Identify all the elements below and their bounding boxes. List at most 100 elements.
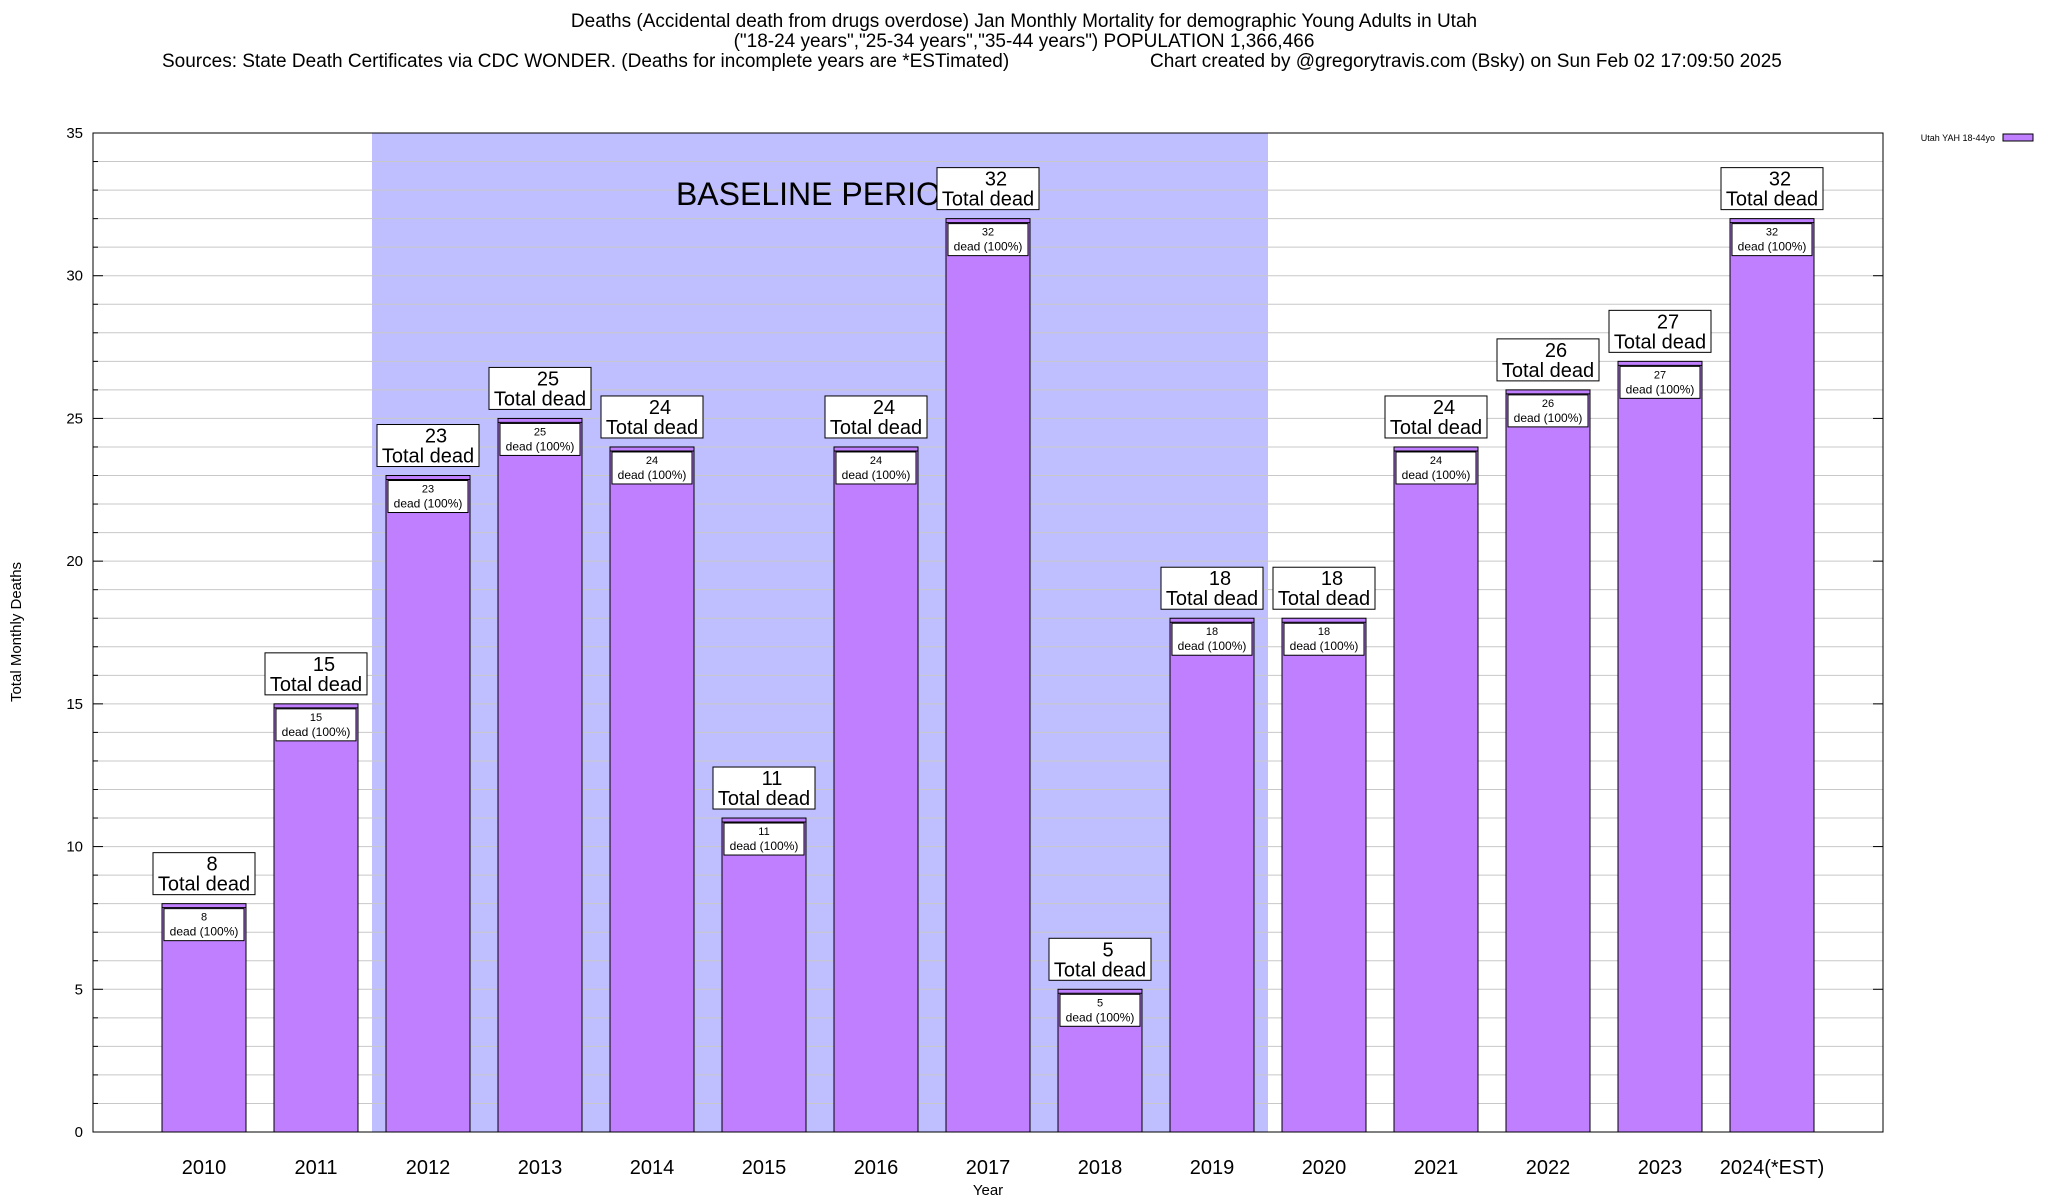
y-axis-label: Total Monthly Deaths	[8, 562, 25, 702]
inner-label-box	[1171, 622, 1253, 656]
y-tick-label: 15	[66, 696, 83, 713]
y-tick-label: 35	[66, 125, 83, 142]
bar-2013	[497, 417, 583, 1133]
top-label-text: Total dead	[830, 417, 922, 439]
bar-2012	[385, 475, 471, 1133]
top-label-value: 32	[1769, 169, 1791, 191]
x-tick-label: 2010	[182, 1157, 227, 1179]
x-tick-label: 2018	[1078, 1157, 1123, 1179]
top-label-box	[824, 395, 928, 439]
y-tick-label: 30	[66, 268, 83, 285]
top-label-text: Total dead	[942, 189, 1034, 211]
top-label-box	[376, 424, 480, 468]
top-label-box	[1272, 566, 1376, 610]
inner-label-text: dead (100%)	[842, 468, 911, 482]
x-tick-label: 2015	[742, 1157, 787, 1179]
inner-label-box	[1619, 365, 1701, 399]
inner-label-value: 18	[1318, 626, 1330, 638]
top-label-text: Total dead	[382, 446, 474, 468]
inner-label-value: 18	[1206, 626, 1218, 638]
inner-label-value: 8	[201, 912, 207, 924]
x-tick-label: 2012	[406, 1157, 451, 1179]
top-label-value: 18	[1321, 568, 1343, 590]
top-label-text: Total dead	[1054, 959, 1146, 981]
x-tick-label: 2022	[1526, 1157, 1571, 1179]
inner-label-text: dead (100%)	[730, 839, 799, 853]
inner-label-text: dead (100%)	[1066, 1010, 1135, 1024]
inner-label-text: dead (100%)	[954, 240, 1023, 254]
top-label-text: Total dead	[1614, 331, 1706, 353]
top-label-text: Total dead	[1502, 360, 1594, 382]
x-axis-label: Year	[973, 1182, 1003, 1199]
top-label-box	[1608, 309, 1712, 353]
chart-credit: Chart created by @gregorytravis.com (Bsk…	[1150, 51, 1782, 72]
inner-label-box	[1507, 394, 1589, 428]
y-tick-label: 0	[75, 1124, 83, 1141]
inner-label-value: 15	[310, 712, 322, 724]
bar-2023	[1617, 360, 1703, 1133]
x-tick-label: 2013	[518, 1157, 563, 1179]
top-label-text: Total dead	[1390, 417, 1482, 439]
top-label-box	[152, 852, 256, 896]
inner-label-box	[1731, 223, 1813, 257]
inner-label-value: 32	[1766, 227, 1778, 239]
y-tick-label: 25	[66, 410, 83, 427]
top-label-value: 24	[873, 397, 895, 419]
bar-2024(*EST)	[1729, 218, 1815, 1133]
top-label-box	[600, 395, 704, 439]
inner-label-text: dead (100%)	[282, 725, 351, 739]
bar-2014	[609, 446, 695, 1133]
inner-label-box	[1283, 622, 1365, 656]
top-label-text: Total dead	[718, 788, 810, 810]
bar-2016	[833, 446, 919, 1133]
x-tick-label: 2016	[854, 1157, 899, 1179]
top-label-text: Total dead	[1166, 588, 1258, 610]
y-tick-label: 5	[75, 981, 83, 998]
top-label-value: 15	[313, 654, 335, 676]
plot-border	[92, 132, 1884, 1133]
inner-label-box	[835, 451, 917, 485]
x-tick-label: 2021	[1414, 1157, 1459, 1179]
legend-label: Utah YAH 18-44yo	[1921, 133, 1995, 143]
top-label-box	[1496, 338, 1600, 382]
top-label-box	[1160, 566, 1264, 610]
top-label-value: 8	[206, 854, 217, 876]
inner-label-value: 24	[646, 455, 658, 467]
top-label-value: 11	[762, 768, 783, 790]
inner-label-box	[1059, 993, 1141, 1027]
inner-label-text: dead (100%)	[1178, 639, 1247, 653]
x-tick-label: 2020	[1302, 1157, 1347, 1179]
inner-label-box	[387, 480, 469, 514]
top-label-box	[1720, 167, 1824, 211]
inner-label-text: dead (100%)	[1626, 382, 1695, 396]
top-label-value: 27	[1657, 311, 1679, 333]
inner-label-box	[499, 422, 581, 456]
top-label-box	[712, 766, 816, 810]
inner-label-value: 26	[1542, 398, 1554, 410]
inner-label-box	[163, 908, 245, 942]
inner-label-value: 11	[758, 826, 769, 838]
top-label-box	[1048, 937, 1152, 981]
inner-label-text: dead (100%)	[618, 468, 687, 482]
inner-label-text: dead (100%)	[1402, 468, 1471, 482]
title-line-2: ("18-24 years","25-34 years","35-44 year…	[733, 31, 1315, 52]
x-tick-label: 2023	[1638, 1157, 1683, 1179]
x-tick-label: 2014	[630, 1157, 675, 1179]
inner-label-text: dead (100%)	[1738, 240, 1807, 254]
top-label-value: 26	[1545, 340, 1567, 362]
inner-label-box	[723, 822, 805, 856]
top-label-box	[936, 167, 1040, 211]
x-tick-label: 2017	[966, 1157, 1011, 1179]
legend-swatch	[2002, 133, 2034, 142]
x-tick-label: 2011	[294, 1157, 337, 1179]
top-label-value: 5	[1102, 939, 1113, 961]
top-label-value: 32	[985, 169, 1007, 191]
inner-label-value: 24	[870, 455, 882, 467]
top-label-box	[264, 652, 368, 696]
top-label-value: 18	[1209, 568, 1231, 590]
bar-2011	[273, 703, 359, 1133]
top-label-text: Total dead	[270, 674, 362, 696]
bar-2017	[945, 218, 1031, 1133]
inner-label-text: dead (100%)	[1290, 639, 1359, 653]
